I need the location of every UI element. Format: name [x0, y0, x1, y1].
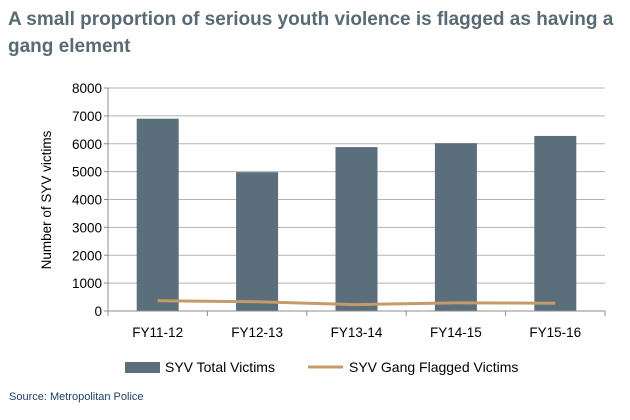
- y-tick-label: 0: [94, 304, 102, 319]
- bar-fy15-16: [534, 135, 577, 311]
- x-tick-label: FY14-15: [430, 325, 482, 340]
- y-tick-label: 4000: [72, 193, 102, 208]
- x-tick-label: FY12-13: [231, 325, 283, 340]
- chart-title: A small proportion of serious youth viol…: [8, 9, 614, 57]
- y-tick-label: 1000: [72, 276, 102, 291]
- x-tick-label: FY13-14: [331, 325, 383, 340]
- y-tick-labels: 0 1000 2000 3000 4000 5000 6000 7000 8000: [72, 81, 102, 319]
- source-note: Source: Metropolitan Police: [9, 391, 144, 403]
- legend-label-gang-flagged: SYV Gang Flagged Victims: [349, 359, 518, 375]
- legend: SYV Total Victims SYV Gang Flagged Victi…: [125, 359, 518, 375]
- axes: [104, 87, 606, 316]
- bar-fy11-12: [136, 118, 179, 311]
- legend-swatch-total-victims: [125, 362, 160, 373]
- y-tick-label: 7000: [72, 109, 102, 124]
- y-tick-label: 3000: [72, 220, 102, 235]
- bar-fy14-15: [434, 143, 477, 311]
- y-tick-label: 6000: [72, 137, 102, 152]
- y-tick-label: 5000: [72, 165, 102, 180]
- grid-lines: [108, 87, 605, 284]
- x-tick-labels: FY11-12 FY12-13 FY13-14 FY14-15 FY15-16: [132, 325, 581, 340]
- y-tick-label: 8000: [72, 81, 102, 96]
- x-tick-label: FY15-16: [529, 325, 581, 340]
- x-tick-label: FY11-12: [132, 325, 183, 340]
- y-tick-label: 2000: [72, 248, 102, 263]
- gang-flagged-line: [157, 299, 556, 307]
- legend-label-total-victims: SYV Total Victims: [165, 359, 275, 375]
- gang-flagged-line-path: [157, 299, 556, 307]
- bar-fy12-13: [236, 172, 279, 311]
- bars: [136, 118, 577, 311]
- bar-fy13-14: [335, 147, 378, 311]
- y-axis-title: Number of SYV victims: [39, 130, 54, 269]
